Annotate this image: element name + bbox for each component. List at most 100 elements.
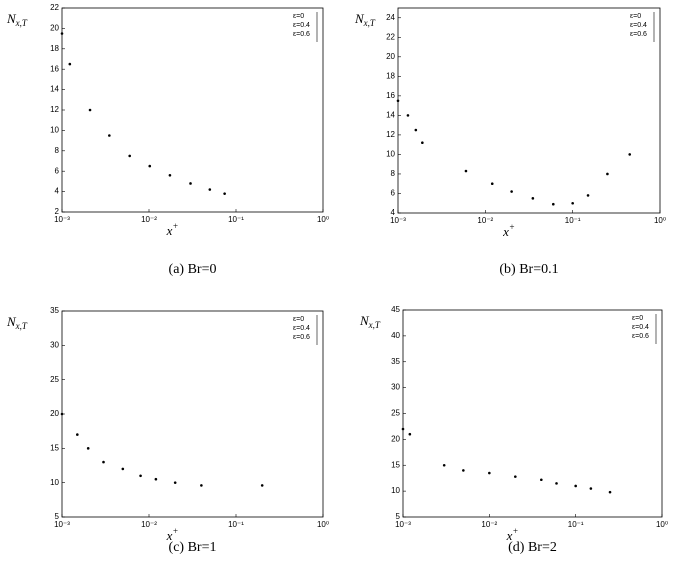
legend-entry: ε=0.4	[293, 22, 310, 29]
x-tick-label: 10⁻²	[141, 520, 157, 529]
axes-frame	[61, 310, 324, 518]
x-axis-label: x+	[502, 222, 515, 239]
caption: (a) Br=0	[169, 262, 217, 277]
axes-frame	[61, 7, 324, 213]
legend-entry: ε=0	[293, 316, 304, 323]
data-point	[574, 484, 577, 488]
data-point	[606, 172, 609, 176]
y-tick-label: 45	[391, 305, 400, 314]
data-point	[510, 190, 513, 193]
x-label-main: x	[166, 528, 173, 543]
x-label-main: x	[166, 223, 173, 238]
y-tick-label: 25	[50, 375, 59, 384]
legend-entry: ε=0.6	[293, 31, 310, 38]
y-tick-label: 24	[386, 13, 395, 22]
y-tick-label: 18	[50, 44, 59, 53]
y-tick-label: 4	[391, 208, 396, 217]
data-point	[408, 432, 412, 436]
y-tick-label: 5	[55, 512, 60, 521]
x-tick-label: 10⁻³	[54, 215, 70, 224]
y-label-main: N	[6, 11, 17, 26]
y-tick-label: 10	[386, 150, 395, 159]
y-tick-label: 4	[55, 187, 60, 196]
x-label-sup: +	[509, 222, 515, 232]
data-point	[414, 128, 418, 132]
x-tick-label: 10⁻²	[477, 216, 493, 225]
x-axis-label: x+	[166, 221, 179, 238]
x-tick-label: 10⁻¹	[228, 215, 244, 224]
y-tick-label: 10	[50, 478, 59, 487]
y-axis-label: Nx,T	[354, 11, 376, 28]
data-point	[608, 490, 612, 494]
data-point	[223, 192, 226, 195]
data-point	[68, 62, 72, 66]
legend-entry: ε=0.6	[293, 334, 310, 341]
data-point	[208, 188, 212, 191]
y-tick-label: 16	[386, 91, 395, 100]
data-point	[102, 460, 105, 464]
data-point	[108, 134, 111, 137]
x-tick-label: 10⁻³	[390, 216, 406, 225]
legend-entry: ε=0	[630, 13, 641, 20]
y-tick-label: 22	[386, 32, 395, 41]
x-axis-label: x+	[166, 526, 179, 543]
legend-entry: ε=0.4	[632, 324, 649, 331]
y-label-main: N	[354, 11, 365, 26]
data-point	[540, 478, 543, 482]
y-tick-label: 35	[391, 357, 400, 366]
data-point	[189, 182, 192, 185]
data-point	[490, 182, 494, 186]
y-tick-label: 20	[386, 52, 395, 61]
x-tick-label: 10⁰	[656, 520, 668, 529]
y-tick-label: 8	[391, 169, 396, 178]
data-point	[200, 484, 203, 487]
y-tick-label: 16	[50, 64, 59, 73]
y-tick-label: 15	[50, 443, 59, 452]
y-tick-label: 8	[55, 146, 60, 155]
y-label-sub: x,T	[368, 320, 381, 330]
y-tick-label: 40	[391, 331, 400, 340]
data-point	[571, 201, 574, 205]
legend-entry: ε=0.6	[632, 333, 649, 340]
y-tick-label: 20	[50, 24, 59, 33]
x-label-sup: +	[172, 221, 178, 231]
data-point	[628, 153, 632, 156]
y-tick-label: 18	[386, 71, 395, 80]
caption: (d) Br=2	[508, 540, 557, 555]
x-tick-label: 10⁻²	[481, 520, 497, 529]
y-tick-label: 20	[391, 434, 400, 443]
data-point	[421, 141, 424, 145]
y-tick-label: 14	[50, 85, 59, 94]
data-point	[406, 114, 410, 117]
legend-entry: ε=0.6	[630, 31, 647, 38]
data-point	[86, 447, 90, 450]
data-point	[401, 427, 405, 431]
data-point	[60, 412, 64, 416]
x-label-main: x	[506, 528, 513, 543]
y-label-main: N	[6, 314, 17, 329]
y-tick-label: 6	[55, 166, 60, 175]
y-tick-label: 10	[391, 486, 400, 495]
axes-frame	[397, 7, 661, 214]
y-axis-label: Nx,T	[6, 314, 28, 331]
y-tick-label: 12	[50, 105, 59, 114]
y-tick-label: 15	[391, 460, 400, 469]
data-point	[148, 164, 152, 168]
x-tick-label: 10⁻¹	[565, 216, 581, 225]
y-axis-label: Nx,T	[359, 313, 381, 330]
x-axis-label: x+	[506, 526, 519, 543]
y-tick-label: 10	[50, 126, 59, 135]
data-point	[60, 32, 64, 35]
legend-entry: ε=0.4	[630, 22, 647, 29]
data-point	[173, 481, 177, 484]
y-tick-label: 30	[50, 340, 59, 349]
data-point	[555, 482, 558, 485]
data-point	[168, 173, 172, 177]
data-point	[586, 194, 590, 197]
data-point	[531, 197, 535, 200]
x-tick-label: 10⁻¹	[228, 520, 244, 529]
caption: (c) Br=1	[169, 540, 217, 555]
x-tick-label: 10⁰	[317, 520, 329, 529]
y-tick-label: 25	[391, 409, 400, 418]
y-tick-label: 35	[50, 306, 59, 315]
